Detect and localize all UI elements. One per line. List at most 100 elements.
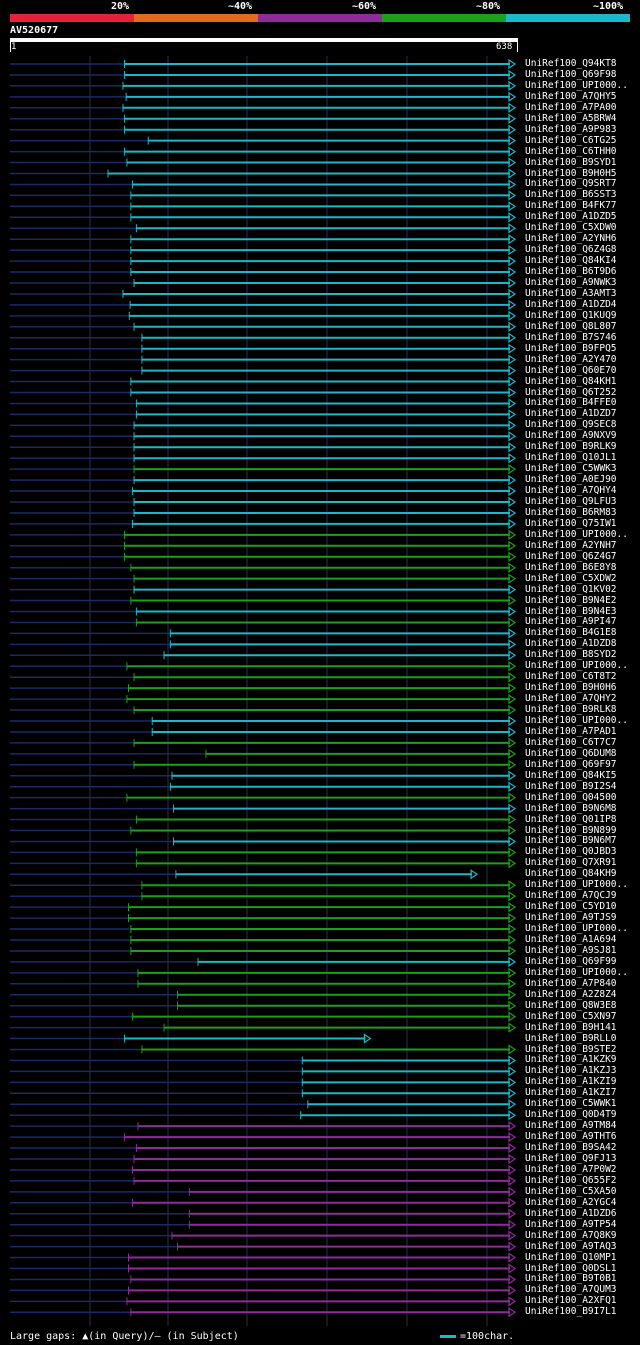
hit-label[interactable]: UniRef100_A9PI47 [525, 616, 617, 628]
hit-label[interactable]: UniRef100_A2YNH7 [525, 539, 617, 551]
hit-row[interactable] [10, 464, 517, 475]
hit-row[interactable] [10, 102, 517, 113]
hit-label[interactable]: UniRef100_Q6DUM8 [525, 747, 617, 759]
hit-row[interactable] [10, 693, 517, 705]
hit-row[interactable] [10, 869, 479, 880]
hit-row[interactable] [10, 332, 517, 343]
hit-label[interactable]: UniRef100_Q69F99 [525, 955, 617, 967]
hit-label[interactable]: UniRef100_Q7XR91 [525, 857, 617, 869]
hit-label[interactable]: UniRef100_A7PA00 [525, 101, 617, 113]
hit-row[interactable] [10, 967, 517, 978]
hit-label[interactable]: UniRef100_Q6Z4G7 [525, 550, 617, 562]
hit-row[interactable] [10, 661, 517, 672]
hit-label[interactable]: UniRef100_Q04500 [525, 791, 617, 803]
hit-row[interactable] [10, 1099, 517, 1110]
hit-row[interactable] [10, 639, 517, 650]
hit-row[interactable] [10, 540, 517, 551]
hit-label[interactable]: UniRef100_A1KZK9 [525, 1054, 617, 1066]
hit-row[interactable] [10, 1131, 517, 1143]
hit-row[interactable] [10, 135, 517, 146]
hit-row[interactable] [10, 1307, 517, 1318]
hit-label[interactable]: UniRef100_A1DZD5 [525, 211, 617, 223]
hit-row[interactable] [10, 551, 517, 562]
hit-row[interactable] [10, 223, 517, 234]
hit-row[interactable] [10, 956, 517, 968]
hit-row[interactable] [10, 1055, 517, 1066]
hit-label[interactable]: UniRef100_Q84KI4 [525, 255, 617, 267]
hit-label[interactable]: UniRef100_A9P983 [525, 123, 617, 135]
hit-label[interactable]: UniRef100_A1DZD8 [525, 638, 617, 650]
hit-row[interactable] [10, 1033, 372, 1044]
hit-label[interactable]: UniRef100_C6TG25 [525, 134, 617, 146]
hit-row[interactable] [10, 1175, 517, 1187]
hit-row[interactable] [10, 825, 517, 836]
hit-label[interactable]: UniRef100_A7QUM3 [525, 1284, 617, 1296]
hit-label[interactable]: UniRef100_C5WWK1 [525, 1098, 617, 1110]
hit-row[interactable] [10, 1252, 517, 1263]
hit-row[interactable] [10, 1044, 517, 1055]
hit-row[interactable] [10, 310, 517, 321]
hit-row[interactable] [10, 836, 517, 847]
hit-row[interactable] [10, 1088, 517, 1099]
hit-row[interactable] [10, 748, 517, 759]
hit-label[interactable]: UniRef100_B7S746 [525, 331, 617, 343]
hit-row[interactable] [10, 1208, 517, 1219]
hit-row[interactable] [10, 485, 517, 497]
hit-label[interactable]: UniRef100_A1DZD7 [525, 408, 617, 420]
hit-label[interactable]: UniRef100_A2YNH6 [525, 233, 617, 245]
hit-row[interactable] [10, 431, 517, 442]
hit-label[interactable]: UniRef100_C6T7C7 [525, 736, 617, 748]
hit-label[interactable]: UniRef100_B6E8Y8 [525, 561, 617, 573]
hit-row[interactable] [10, 442, 517, 453]
hit-label[interactable]: UniRef100_Q84KI5 [525, 769, 617, 781]
hit-label[interactable]: UniRef100_C5WWK3 [525, 463, 617, 475]
hit-label[interactable]: UniRef100_B8SYD2 [525, 649, 617, 661]
hit-label[interactable]: UniRef100_B9H141 [525, 1021, 617, 1033]
hit-label[interactable]: UniRef100_Q8W3E8 [525, 999, 617, 1011]
hit-label[interactable]: UniRef100_B9T0B1 [525, 1273, 617, 1285]
hit-label[interactable]: UniRef100_B9RLL0 [525, 1032, 617, 1044]
hit-row[interactable] [10, 474, 517, 486]
hit-label[interactable]: UniRef100_B4FFE0 [525, 397, 617, 409]
hit-row[interactable] [10, 245, 517, 256]
hit-row[interactable] [10, 880, 517, 891]
hit-row[interactable] [10, 529, 517, 540]
hit-row[interactable] [10, 726, 517, 738]
hit-label[interactable]: UniRef100_B9N899 [525, 824, 617, 836]
hit-label[interactable]: UniRef100_UPI000.. [525, 528, 628, 540]
hit-label[interactable]: UniRef100_Q9LFU3 [525, 496, 617, 507]
hit-row[interactable] [10, 1186, 517, 1197]
hit-row[interactable] [10, 562, 517, 573]
hit-row[interactable] [10, 672, 517, 683]
hit-label[interactable]: UniRef100_A7QHY5 [525, 90, 617, 102]
hit-label[interactable]: UniRef100_A1DZD4 [525, 298, 617, 310]
hit-label[interactable]: UniRef100_A9SJ81 [525, 944, 617, 956]
hit-row[interactable] [10, 124, 517, 135]
hit-label[interactable]: UniRef100_UPI000.. [525, 879, 628, 891]
hit-row[interactable] [10, 781, 517, 792]
hit-label[interactable]: UniRef100_B9I7L1 [525, 1306, 617, 1318]
hit-row[interactable] [10, 146, 517, 157]
hit-row[interactable] [10, 1121, 517, 1132]
hit-label[interactable]: UniRef100_C5XA50 [525, 1185, 617, 1197]
hit-label[interactable]: UniRef100_Q0JBD3 [525, 846, 617, 858]
hit-label[interactable]: UniRef100_Q655F2 [525, 1174, 617, 1186]
hit-row[interactable] [10, 978, 517, 989]
hit-row[interactable] [10, 234, 517, 245]
hit-label[interactable]: UniRef100_C5XN97 [525, 1010, 617, 1022]
hit-label[interactable]: UniRef100_UPI000.. [525, 715, 628, 726]
hit-row[interactable] [10, 715, 517, 727]
hit-label[interactable]: UniRef100_A2YGC4 [525, 1196, 617, 1208]
hit-row[interactable] [10, 179, 517, 190]
hit-row[interactable] [10, 157, 517, 168]
hit-row[interactable] [10, 255, 517, 267]
hit-label[interactable]: UniRef100_UPI000.. [525, 79, 628, 91]
hit-row[interactable] [10, 902, 517, 913]
hit-row[interactable] [10, 398, 517, 409]
hit-row[interactable] [10, 1000, 517, 1011]
hit-row[interactable] [10, 1296, 517, 1307]
hit-row[interactable] [10, 376, 517, 387]
hit-row[interactable] [10, 201, 517, 212]
hit-label[interactable]: UniRef100_Q8L807 [525, 320, 617, 332]
hit-row[interactable] [10, 266, 517, 278]
